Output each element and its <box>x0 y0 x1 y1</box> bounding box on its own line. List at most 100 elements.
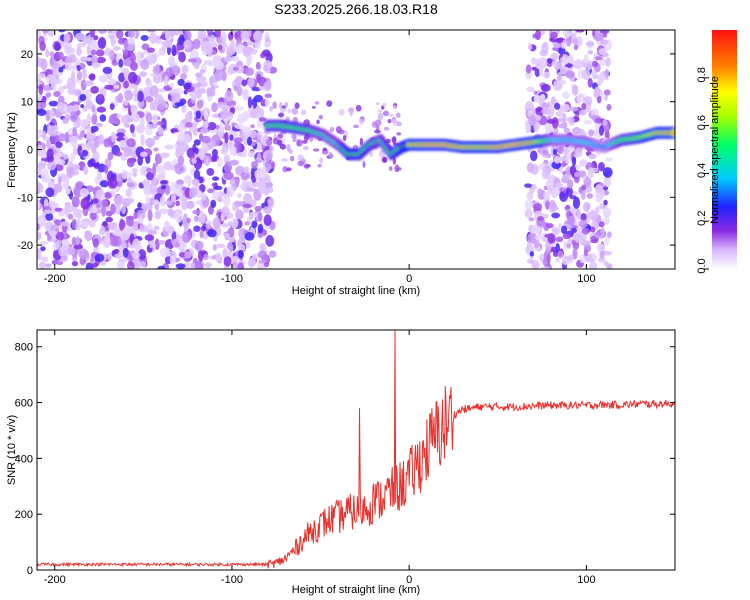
noise-blob <box>45 48 50 58</box>
noise-blob <box>531 57 537 65</box>
fringe-blob <box>281 158 288 162</box>
noise-blob <box>231 255 239 263</box>
noise-blob <box>153 147 159 152</box>
noise-blob <box>224 90 234 102</box>
noise-blob <box>140 134 145 146</box>
noise-blob <box>563 127 571 134</box>
noise-blob <box>170 128 180 133</box>
noise-blob <box>185 121 193 128</box>
noise-blob <box>578 219 588 228</box>
fringe-blob <box>279 144 287 150</box>
fringe-blob <box>277 112 285 118</box>
noise-blob <box>263 81 272 92</box>
noise-blob <box>116 132 125 138</box>
noise-blob <box>181 64 189 74</box>
noise-blob <box>243 166 250 174</box>
noise-blob <box>88 74 96 80</box>
noise-blob <box>181 198 188 211</box>
noise-blob <box>232 206 240 212</box>
noise-blob <box>126 157 135 168</box>
fringe-blob <box>296 139 301 147</box>
noise-blob <box>257 134 262 140</box>
noise-blob <box>552 148 557 156</box>
noise-blob <box>88 221 96 228</box>
noise-blob <box>84 80 94 86</box>
noise-blob <box>561 91 570 99</box>
noise-blob <box>108 176 118 189</box>
noise-blob <box>192 38 201 50</box>
noise-blob <box>545 223 554 229</box>
noise-blob <box>524 199 534 210</box>
spectrogram-x-label: Height of straight line (km) <box>292 285 420 297</box>
noise-blob <box>46 148 54 161</box>
noise-blob <box>603 89 611 96</box>
noise-blob <box>194 261 204 269</box>
colorbar-tick-label: 0.2 <box>696 211 708 226</box>
noise-blob <box>587 77 593 88</box>
noise-blob <box>90 139 95 149</box>
noise-blob <box>525 64 532 74</box>
noise-blob <box>77 135 83 141</box>
noise-blob <box>541 108 548 114</box>
noise-blob <box>587 50 594 55</box>
noise-blob <box>221 146 229 155</box>
noise-blob <box>598 125 604 136</box>
noise-blob <box>605 57 611 67</box>
noise-blob <box>526 259 535 264</box>
noise-blob <box>247 96 252 109</box>
fringe-blob <box>353 124 359 129</box>
snr-x-ticks: -200 -100 0 100 <box>44 330 596 586</box>
noise-blob <box>114 203 121 215</box>
noise-blob <box>223 161 233 174</box>
noise-blob <box>116 113 123 119</box>
fringe-blob <box>288 149 293 154</box>
fringe-blob <box>362 161 366 168</box>
noise-blob <box>528 115 537 127</box>
noise-blob <box>127 37 135 45</box>
noise-blob <box>598 221 605 228</box>
noise-blob <box>542 150 549 156</box>
noise-blob <box>574 233 580 243</box>
noise-blob <box>58 66 64 73</box>
snr-y-tick-label: 0 <box>27 565 33 577</box>
noise-blob <box>599 202 604 210</box>
noise-blob <box>171 230 177 242</box>
noise-blob <box>554 155 561 164</box>
noise-blob <box>192 209 202 215</box>
noise-blob <box>127 261 135 269</box>
noise-blob <box>178 122 184 129</box>
noise-blob <box>157 126 164 136</box>
noise-blob <box>152 162 158 167</box>
noise-blob <box>99 114 107 122</box>
noise-blob <box>201 146 210 154</box>
noise-blob <box>43 209 53 214</box>
noise-blob <box>118 58 124 68</box>
fringe-blob <box>388 113 394 117</box>
noise-blob <box>237 192 242 198</box>
noise-blob <box>97 37 107 49</box>
noise-blob <box>229 134 234 141</box>
noise-blob <box>40 58 48 71</box>
noise-blob <box>267 197 275 209</box>
noise-blob <box>163 220 170 231</box>
noise-blob <box>234 178 240 188</box>
noise-blob <box>70 164 81 170</box>
noise-blob <box>193 139 201 146</box>
noise-blob <box>145 112 153 123</box>
noise-blob <box>250 124 255 129</box>
noise-blob <box>604 68 609 81</box>
fringe-blob <box>322 147 328 152</box>
figure-title: S233.2025.266.18.03.R18 <box>274 1 438 17</box>
noise-blob <box>529 251 534 257</box>
noise-blob <box>149 243 157 249</box>
noise-blob <box>596 243 606 252</box>
noise-blob <box>96 106 107 113</box>
noise-blob <box>164 144 174 150</box>
noise-blob <box>41 95 47 103</box>
noise-blob <box>196 99 204 109</box>
noise-blob <box>47 161 57 171</box>
noise-blob <box>526 162 534 173</box>
noise-blob <box>123 99 129 106</box>
noise-blob <box>263 261 270 268</box>
noise-blob <box>40 167 49 178</box>
